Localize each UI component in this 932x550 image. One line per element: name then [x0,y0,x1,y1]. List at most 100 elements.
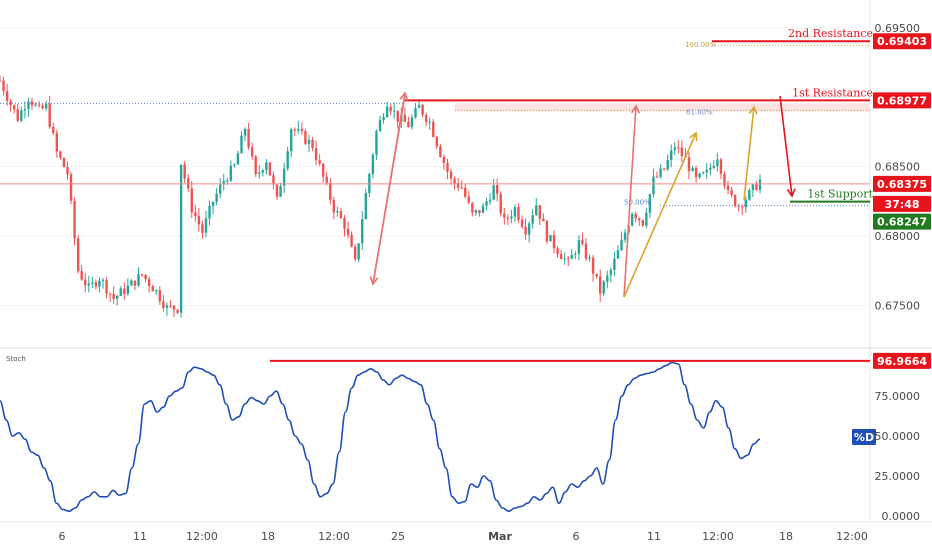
candle-body [346,228,350,235]
arrow-up-red-head [631,104,641,114]
candle-body [577,240,581,254]
candle-body [84,279,87,286]
candle-body [44,103,48,109]
candle-body [133,280,137,286]
candle-body [588,257,591,259]
candle-body [34,104,37,106]
candle-body [325,176,328,183]
candle-body [492,185,495,200]
arrow-down-target-head [786,188,796,198]
candle-body [677,147,680,149]
candle-body [410,117,414,128]
candle-body [190,188,193,213]
candle-body [16,109,19,121]
candle-body [108,293,112,295]
candle-body [27,101,30,110]
candle-body [229,165,233,181]
candle-body [112,293,115,299]
first-support-tag: 0.68247 [873,213,931,230]
fib-label-618: 61.80% [686,108,713,116]
candle-body [446,162,449,172]
price-tick-label: 0.68000 [875,230,921,243]
candle-body [353,246,357,260]
candle-body [0,80,2,82]
candle-body [286,151,289,169]
candle-body [304,131,307,144]
axes-layer: 0.69500 0.68500 0.68000 0.67500 75.0000 50.00… [59,22,921,543]
candle-body [41,105,44,109]
candle-body [126,285,130,294]
candle-body [620,239,623,251]
candle-body [641,220,645,226]
second-resistance-tag-bg [873,33,931,50]
fib-label-100: 100.00% [685,41,716,49]
candle-body [290,129,293,152]
candle-body [591,257,595,274]
candle-body [748,190,751,200]
candle-body [282,168,286,186]
candle-body [396,110,399,122]
candle-body [595,273,598,277]
candle-body [478,209,481,213]
candle-body [307,140,311,144]
candle-body [30,101,34,106]
candle-body [574,253,577,255]
arrow-up-left-shaft [372,92,406,285]
candle-body [311,140,314,149]
candle-body [549,235,552,242]
candle-body [343,218,346,229]
candle-body [471,202,474,213]
candle-body [226,180,229,182]
candle-body [105,280,108,294]
candle-body [155,290,158,292]
candle-body [385,106,389,118]
candle-body [91,282,94,284]
candle-body [744,199,747,208]
candle-body [691,168,694,172]
candle-body [652,176,655,195]
candle-body [211,201,215,206]
candle-body [183,164,186,179]
candle-body [634,213,637,219]
candle-body [321,163,325,177]
candle-body [215,193,218,202]
candle-body [531,215,534,224]
candle-body [261,170,265,173]
candle-body [130,280,133,286]
candle-body [179,164,183,313]
arrow-up-gold-2 [743,105,758,201]
time-tick-label: 25 [391,530,405,543]
candle-body [616,250,620,259]
arrow-up-red [623,104,641,298]
oscillator-tick-label: 0.0000 [882,510,921,523]
candle-body [467,196,470,203]
candle-body [488,199,492,202]
candle-body [680,147,684,157]
candle-body [59,151,62,158]
candle-body [698,173,701,178]
candle-body [535,205,538,216]
candle-body [623,232,627,240]
candle-body [389,106,392,112]
oscillator-layer: Stoch [0,355,870,513]
candle-body [119,288,122,296]
candle-body [538,205,542,219]
arrow-up-left-head [399,91,409,101]
candle-body [709,167,712,170]
candle-body [80,271,83,280]
candle-body [503,213,506,218]
candle-body [758,179,762,190]
oscillator-tick-label: 25.0000 [875,470,921,483]
countdown-tag-bg [873,195,931,212]
candle-body [169,305,172,307]
candle-body [2,80,5,92]
candle-body [584,243,588,259]
candle-body [556,248,559,255]
candle-body [20,110,23,121]
candle-body [371,154,375,174]
candle-body [151,286,154,292]
candle-body [300,128,304,132]
candle-body [76,238,80,272]
candle-body [726,185,730,190]
